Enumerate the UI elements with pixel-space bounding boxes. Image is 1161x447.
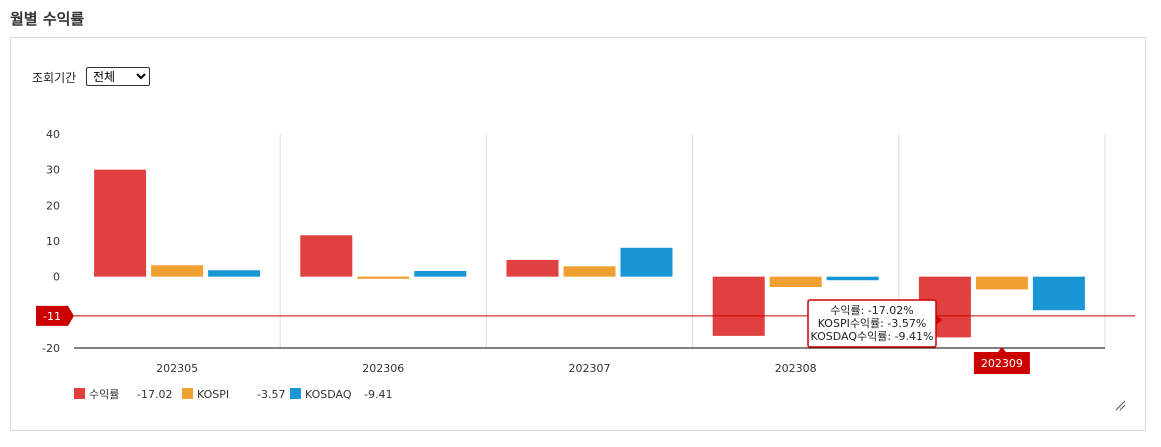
resize-grip-icon[interactable] bbox=[1114, 399, 1126, 411]
chart-panel bbox=[10, 37, 1146, 431]
y-tick-label: 0 bbox=[53, 271, 60, 284]
page-title: 월별 수익률 bbox=[10, 10, 85, 28]
y-tick-label: 20 bbox=[46, 199, 60, 212]
crosshair-x-badge bbox=[973, 347, 1030, 374]
bar-수익률 bbox=[712, 276, 765, 336]
bar-kosdaq bbox=[1032, 276, 1085, 311]
tooltip-pointer bbox=[936, 315, 942, 325]
crosshair-y-label: -11 bbox=[43, 310, 61, 323]
legend-name: 수익률 bbox=[89, 388, 119, 401]
x-tick-label: 202305 bbox=[156, 362, 198, 375]
bar-kospi bbox=[357, 276, 410, 279]
y-tick-label: 40 bbox=[46, 128, 60, 141]
legend-value: -17.02 bbox=[137, 388, 172, 401]
legend-name: KOSPI bbox=[197, 388, 229, 401]
x-tick-label: 202307 bbox=[569, 362, 611, 375]
tooltip-line: 수익률: -17.02% bbox=[830, 304, 913, 317]
crosshair-x-label: 202309 bbox=[981, 357, 1023, 370]
bar-kosdaq bbox=[208, 270, 261, 277]
period-label: 조회기간 bbox=[32, 71, 77, 85]
bar-kosdaq bbox=[620, 247, 673, 277]
bar-kospi bbox=[975, 276, 1028, 290]
bar-kosdaq bbox=[414, 270, 467, 277]
bar-수익률 bbox=[506, 259, 559, 277]
legend-swatch bbox=[74, 388, 85, 399]
bar-kospi bbox=[769, 276, 822, 288]
legend-value: -9.41 bbox=[364, 388, 392, 401]
x-tick-label: 202306 bbox=[362, 362, 404, 375]
bar-kospi bbox=[151, 265, 204, 277]
period-select[interactable]: 전체 bbox=[86, 67, 150, 86]
legend-name: KOSDAQ bbox=[305, 388, 352, 401]
x-tick-label: 202308 bbox=[775, 362, 817, 375]
legend-value: -3.57 bbox=[257, 388, 285, 401]
tooltip-line: KOSDAQ수익률: -9.41% bbox=[811, 330, 934, 343]
bar-kosdaq bbox=[826, 276, 879, 281]
bar-수익률 bbox=[94, 169, 147, 277]
tooltip-line: KOSPI수익률: -3.57% bbox=[818, 317, 927, 330]
legend-swatch bbox=[182, 388, 193, 399]
legend-swatch bbox=[290, 388, 301, 399]
y-tick-label: 10 bbox=[46, 235, 60, 248]
bar-kospi bbox=[563, 266, 616, 277]
bar-수익률 bbox=[300, 235, 353, 277]
crosshair-y-badge bbox=[36, 305, 74, 326]
y-tick-label: -20 bbox=[42, 342, 60, 355]
y-tick-label: 30 bbox=[46, 164, 60, 177]
